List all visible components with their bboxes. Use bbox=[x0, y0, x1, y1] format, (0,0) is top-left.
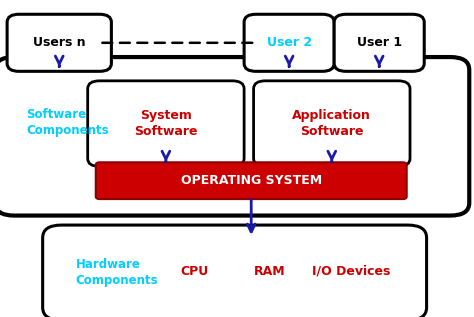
FancyBboxPatch shape bbox=[0, 57, 469, 216]
Text: Application
Software: Application Software bbox=[292, 109, 371, 138]
FancyBboxPatch shape bbox=[43, 225, 427, 317]
FancyBboxPatch shape bbox=[244, 14, 334, 71]
Text: I/O Devices: I/O Devices bbox=[311, 264, 390, 278]
Text: Hardware
Components: Hardware Components bbox=[76, 258, 158, 287]
FancyBboxPatch shape bbox=[7, 14, 111, 71]
Text: User 2: User 2 bbox=[266, 36, 312, 49]
Text: RAM: RAM bbox=[255, 264, 286, 278]
FancyBboxPatch shape bbox=[254, 81, 410, 166]
FancyBboxPatch shape bbox=[334, 14, 424, 71]
Text: System
Software: System Software bbox=[134, 109, 198, 138]
Text: OPERATING SYSTEM: OPERATING SYSTEM bbox=[181, 174, 322, 187]
Text: CPU: CPU bbox=[180, 264, 209, 278]
Text: Software
Components: Software Components bbox=[26, 108, 109, 138]
Text: Users n: Users n bbox=[33, 36, 86, 49]
FancyBboxPatch shape bbox=[88, 81, 244, 166]
Text: User 1: User 1 bbox=[356, 36, 402, 49]
FancyBboxPatch shape bbox=[96, 162, 407, 199]
